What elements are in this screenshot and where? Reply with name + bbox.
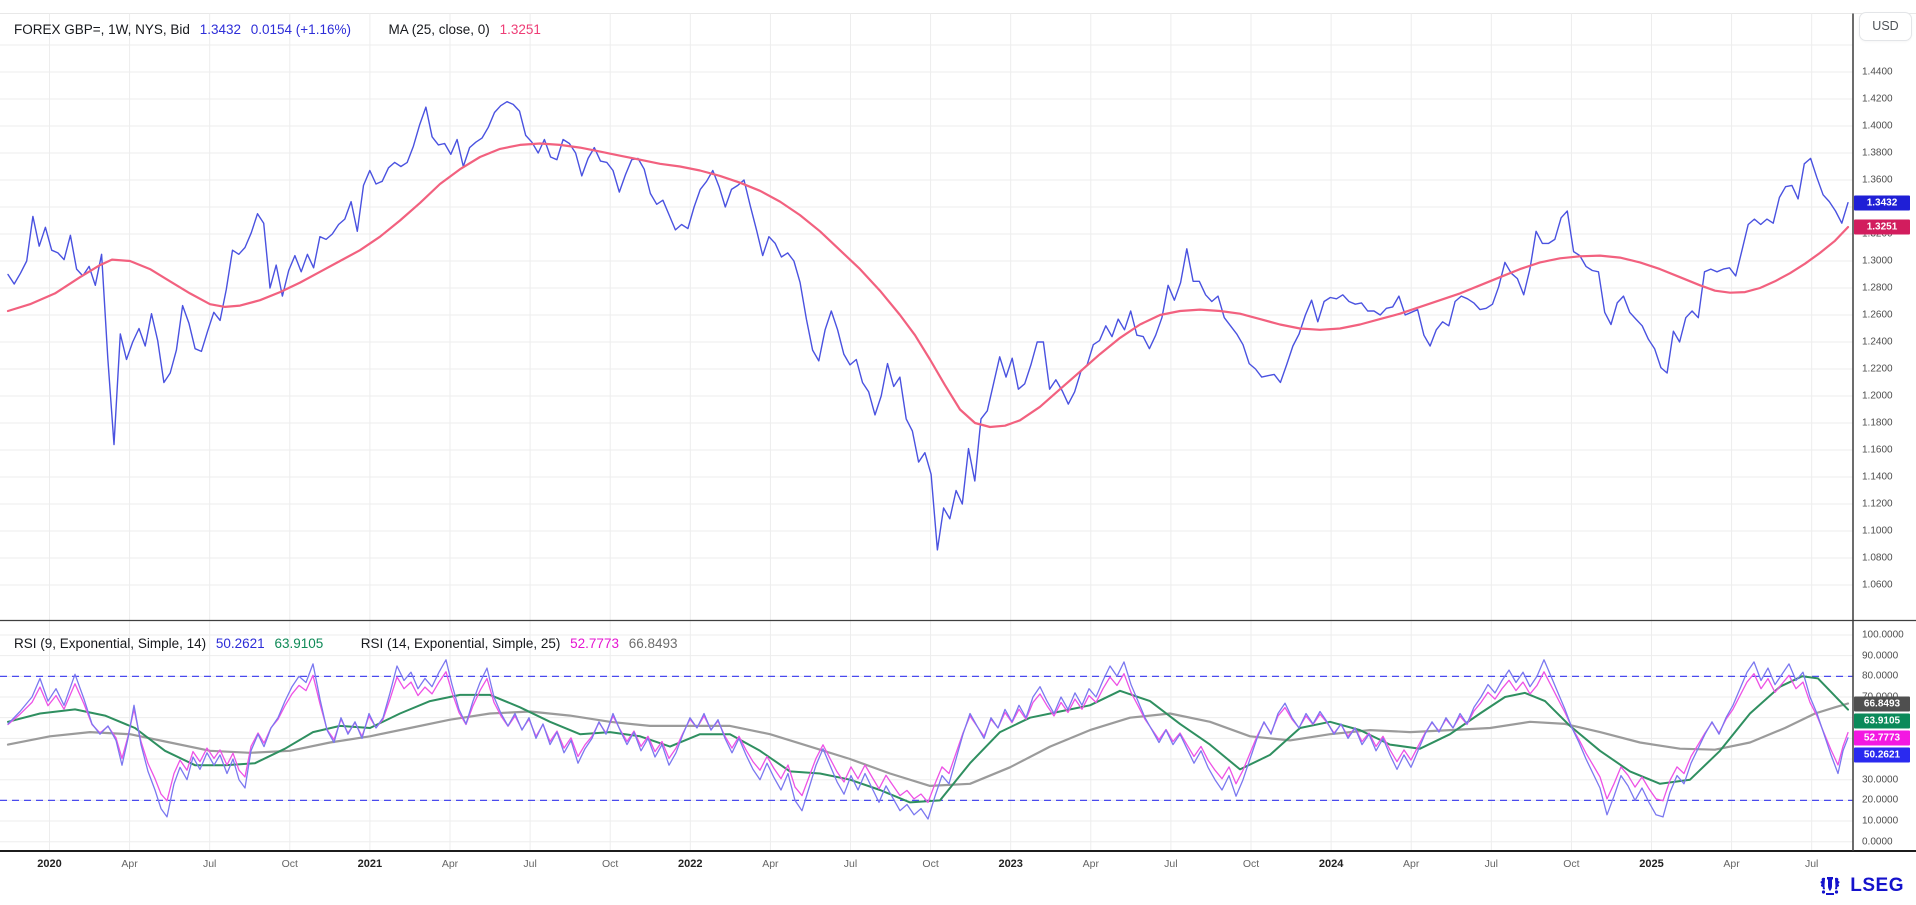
- rsi14-ma-line: [6, 702, 1850, 788]
- instrument-header: FOREX GBP=, 1W, NYS, Bid 1.3432 0.0154 (…: [14, 22, 547, 37]
- ma-label: MA (25, close, 0): [388, 22, 490, 37]
- date-axis-label: Oct: [1242, 858, 1260, 870]
- lseg-crest-icon: [1820, 877, 1840, 895]
- price-axis-tick: 1.1600: [1862, 444, 1893, 456]
- date-axis-label: Oct: [602, 858, 619, 870]
- bid-value: 1.3432: [199, 22, 241, 37]
- lseg-logo-text: LSEG: [1850, 875, 1904, 896]
- price-axis-tick: 1.1000: [1862, 525, 1893, 537]
- rsi-header: RSI (9, Exponential, Simple, 14) 50.2621…: [14, 636, 684, 651]
- date-axis-label: Jul: [1164, 858, 1178, 870]
- date-axis-label: Apr: [1082, 858, 1099, 870]
- lseg-logo: LSEG: [1815, 874, 1904, 898]
- price-axis-tick: 1.4200: [1862, 93, 1893, 105]
- rsi9-value: 50.2621: [215, 636, 265, 651]
- date-axis-label: 2023: [998, 858, 1023, 870]
- rsi-axis-tick: 90.0000: [1862, 650, 1899, 662]
- rsi9-label: RSI (9, Exponential, Simple, 14): [14, 636, 207, 651]
- date-axis-label: 2024: [1318, 858, 1344, 870]
- instrument-title: FOREX GBP=, 1W, NYS, Bid: [14, 22, 190, 37]
- rsi-axis-tick: 80.0000: [1862, 670, 1899, 682]
- price-axis-tick: 1.2400: [1862, 336, 1893, 348]
- rsi-axis-tick: 0.0000: [1862, 836, 1893, 848]
- date-axis-label: Apr: [1723, 858, 1740, 870]
- price-axis-tick: 1.3600: [1862, 174, 1893, 186]
- rsi14-line: [7, 671, 1849, 804]
- date-axis-label: Jul: [1484, 858, 1499, 870]
- price-axis-tick: 1.2800: [1862, 282, 1893, 294]
- price-axis-tick: 1.1800: [1862, 417, 1893, 429]
- date-axis-label: Jul: [202, 858, 217, 870]
- rsi-axis-tick: 20.0000: [1862, 794, 1899, 806]
- date-axis-label: Oct: [1563, 858, 1580, 870]
- date-axis-label: 2020: [37, 858, 62, 870]
- rsi-axis-tick: 30.0000: [1862, 774, 1899, 786]
- ma-line: [6, 142, 1850, 429]
- price-axis-tick: 1.2200: [1862, 363, 1893, 375]
- rsi-value-badge: 52.7773: [1854, 730, 1910, 746]
- price-axis-tick: 1.0800: [1862, 552, 1893, 564]
- ma-price-badge: 1.3251: [1854, 219, 1910, 235]
- price-axis-tick: 1.2600: [1862, 309, 1893, 321]
- price-axis-tick: 1.2000: [1862, 390, 1893, 402]
- date-axis-label: Apr: [441, 858, 459, 870]
- rsi14-value: 52.7773: [570, 636, 619, 651]
- rsi-value-badge: 63.9105: [1854, 713, 1910, 729]
- rsi-axis-tick: 100.0000: [1862, 629, 1904, 641]
- date-axis-label: 2022: [678, 858, 703, 870]
- date-axis-label: Jul: [843, 858, 858, 870]
- rsi-axis-tick: 10.0000: [1862, 815, 1899, 827]
- date-axis-label: Jul: [1804, 858, 1819, 870]
- price-axis-tick: 1.1400: [1862, 471, 1893, 483]
- date-axis-label: Apr: [1403, 858, 1420, 870]
- price-axis-tick: 1.3800: [1862, 147, 1893, 159]
- price-line: [7, 100, 1849, 551]
- rsi9-ma-line: [7, 675, 1849, 804]
- rsi14-label: RSI (14, Exponential, Simple, 25): [360, 636, 561, 651]
- price-axis-tick: 1.1200: [1862, 498, 1893, 510]
- date-axis-label: 2021: [357, 858, 383, 870]
- price-axis-tick: 1.0600: [1862, 579, 1893, 591]
- last-price-badge: 1.3432: [1854, 195, 1910, 211]
- date-axis-label: Apr: [121, 858, 138, 870]
- rsi9-ma-value: 63.9105: [274, 636, 324, 651]
- rsi14-ma-value: 66.8493: [628, 636, 678, 651]
- ma-value: 1.3251: [499, 22, 541, 37]
- rsi9-line: [7, 659, 1849, 820]
- date-axis-label: Jul: [523, 858, 537, 870]
- change-value: 0.0154 (+1.16%): [250, 22, 351, 37]
- price-axis-tick: 1.4000: [1862, 120, 1893, 132]
- date-axis-label: 2025: [1639, 858, 1664, 870]
- rsi-value-badge: 66.8493: [1854, 696, 1910, 712]
- price-axis-tick: 1.3000: [1862, 255, 1893, 267]
- price-axis-tick: 1.4400: [1862, 66, 1893, 78]
- rsi-value-badge: 50.2621: [1854, 747, 1910, 763]
- date-axis-label: Oct: [922, 858, 939, 870]
- date-axis-label: Oct: [281, 858, 298, 870]
- date-axis-label: Apr: [762, 858, 779, 870]
- currency-axis-button[interactable]: USD: [1859, 12, 1912, 41]
